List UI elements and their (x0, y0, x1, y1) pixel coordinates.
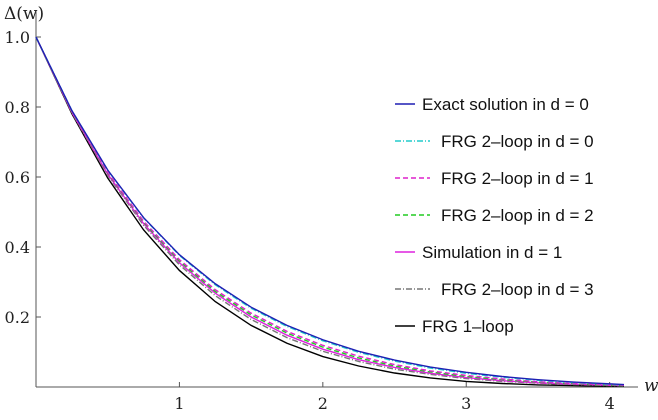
y-tick-label: 0.2 (5, 308, 30, 327)
axes (35, 10, 638, 388)
y-tick-label: 0.6 (5, 168, 30, 187)
series-line-2 (35, 36, 625, 386)
ticks: 1 2 3 4 0.2 0.4 0.6 0.8 1.0 (5, 28, 615, 413)
x-tick-label: 3 (461, 394, 471, 413)
x-tick-label: 1 (174, 394, 184, 413)
legend-label: Simulation in d = 1 (422, 243, 562, 262)
x-tick-label: 4 (605, 394, 615, 413)
y-axis-label: Δ(w) (4, 4, 44, 24)
y-tick-label: 0.4 (5, 238, 30, 257)
legend-label: FRG 2–loop in d = 0 (441, 132, 594, 151)
legend-label: FRG 1–loop (422, 317, 514, 336)
y-tick-label: 1.0 (5, 28, 30, 47)
x-tick-label: 2 (318, 394, 328, 413)
series-line-6 (35, 36, 624, 387)
legend: Exact solution in d = 0 FRG 2–loop in d =… (395, 95, 594, 336)
legend-label: FRG 2–loop in d = 1 (441, 169, 594, 188)
series-line-0 (35, 36, 625, 386)
series-lines (35, 36, 625, 387)
legend-label: Exact solution in d = 0 (422, 95, 589, 114)
legend-label: FRG 2–loop in d = 3 (441, 280, 594, 299)
y-tick-label: 0.8 (5, 98, 30, 117)
x-axis-label: w (644, 376, 658, 396)
legend-label: FRG 2–loop in d = 2 (441, 206, 594, 225)
